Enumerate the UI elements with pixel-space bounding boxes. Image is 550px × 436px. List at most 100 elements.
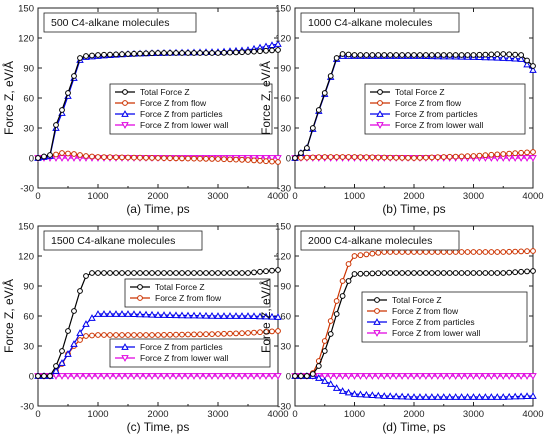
data-point [493, 393, 502, 400]
y-axis-label: Force Z, eV/Å [1, 279, 16, 353]
data-point [445, 393, 454, 400]
data-point [488, 51, 495, 58]
data-point [434, 270, 441, 276]
data-point [190, 373, 198, 380]
data-point [83, 273, 89, 279]
data-point [440, 270, 447, 276]
data-point [487, 373, 496, 380]
legend-label: Force Z from particles [392, 317, 475, 327]
data-point [220, 312, 228, 319]
data-point [493, 373, 502, 380]
data-point [64, 350, 72, 357]
legend-swatch-marker [121, 343, 129, 350]
legend-label: Total Force Z [155, 282, 205, 292]
data-point [125, 154, 131, 161]
data-point [517, 55, 525, 62]
data-point [363, 251, 370, 258]
data-point [251, 329, 257, 336]
y-tick-label: 90 [23, 63, 34, 74]
data-point [70, 340, 78, 347]
data-point [399, 154, 406, 161]
y-tick-label: -30 [277, 401, 291, 412]
data-point [411, 52, 417, 58]
data-point [118, 373, 126, 380]
data-point [197, 270, 203, 276]
legend-swatch-marker [376, 110, 384, 117]
data-point [327, 331, 334, 337]
data-point [517, 392, 525, 400]
data-point [275, 159, 281, 165]
data-point [476, 51, 483, 58]
data-point [208, 311, 216, 319]
data-point [131, 50, 137, 57]
data-point [417, 52, 423, 58]
data-point [88, 314, 96, 321]
panel-title-text: 1500 C4-alkane molecules [51, 235, 175, 247]
legend-box [361, 291, 528, 343]
x-tick-label: 2000 [147, 191, 168, 202]
data-point [326, 380, 335, 387]
data-point [357, 252, 364, 259]
panel-title-box [43, 12, 197, 33]
data-point [196, 311, 204, 319]
data-point [357, 154, 364, 161]
data-point [511, 373, 519, 380]
data-point [160, 373, 168, 380]
data-point [161, 50, 167, 56]
data-point [58, 373, 66, 380]
data-point [215, 50, 221, 56]
data-point [440, 154, 447, 160]
data-point [197, 331, 203, 338]
y-tick-label: 150 [18, 221, 34, 232]
data-point [512, 150, 519, 157]
data-point [351, 271, 358, 277]
y-tick-label: 0 [29, 153, 34, 164]
data-point [351, 52, 358, 58]
x-tick-label: 4000 [522, 191, 543, 202]
data-point [232, 373, 240, 380]
data-point [257, 157, 263, 164]
data-point [94, 373, 102, 380]
data-point [239, 49, 245, 56]
data-point [125, 270, 131, 276]
data-point [275, 328, 281, 334]
panel-title-box [43, 230, 203, 251]
legend-swatch-marker [122, 100, 128, 106]
data-point [339, 293, 346, 299]
data-point [154, 311, 162, 318]
data-point [345, 278, 352, 284]
series-3 [34, 310, 282, 379]
data-point [399, 52, 406, 58]
data-point [88, 373, 96, 380]
data-point [101, 154, 107, 161]
data-point [35, 373, 41, 379]
data-point [215, 270, 221, 276]
series-3 [291, 372, 537, 400]
data-point [53, 122, 59, 128]
data-point [58, 359, 66, 366]
data-point [251, 48, 257, 55]
data-point [428, 52, 435, 58]
data-point [506, 269, 513, 276]
data-point [167, 50, 173, 56]
data-point [274, 313, 282, 320]
data-point [500, 249, 507, 255]
x-tick-label: 0 [292, 191, 297, 202]
x-tick-label: 0 [35, 191, 40, 202]
data-point [143, 50, 149, 57]
data-point [321, 348, 328, 354]
series-1 [35, 47, 281, 161]
data-point [77, 288, 83, 294]
data-point [511, 392, 519, 400]
data-point [172, 311, 180, 319]
data-point [161, 155, 167, 162]
data-point [179, 270, 185, 276]
x-tick-label: 3000 [463, 191, 484, 202]
data-point [333, 154, 340, 160]
data-point [184, 311, 192, 319]
data-point [77, 337, 83, 343]
data-point [298, 150, 304, 156]
data-point [149, 50, 155, 57]
legend-swatch-marker [137, 284, 143, 290]
data-point [257, 329, 263, 336]
